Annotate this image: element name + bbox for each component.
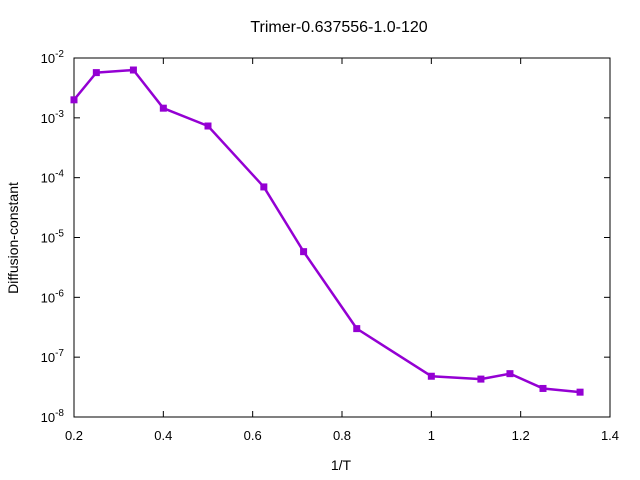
y-tick-label: 10-3 (41, 109, 65, 126)
series-line (73, 68, 581, 394)
data-point (159, 104, 167, 112)
y-tick-label: 10-4 (41, 169, 65, 186)
data-point (506, 370, 514, 378)
y-tick-label: 10-5 (41, 229, 65, 246)
x-tick-label: 0.4 (154, 428, 172, 443)
data-point (92, 69, 100, 77)
data-point (70, 96, 78, 104)
data-point (260, 183, 268, 191)
plot-frame (73, 57, 611, 418)
data-point (539, 384, 547, 392)
x-axis-label: 1/T (331, 457, 352, 473)
x-tick-label: 0.2 (65, 428, 83, 443)
x-tick-label: 1.2 (512, 428, 530, 443)
y-axis-label: Diffusion-constant (5, 182, 21, 294)
x-tick-label: 0.6 (244, 428, 262, 443)
y-tick-label: 10-2 (41, 49, 65, 66)
x-tick-label: 0.8 (333, 428, 351, 443)
data-point (300, 248, 308, 256)
axis-ticks (73, 57, 611, 418)
data-point (353, 325, 361, 333)
x-tick-labels: 0.2 0.4 0.6 0.8 1 1.2 1.4 (65, 428, 619, 443)
data-point (129, 66, 137, 74)
data-point (204, 122, 212, 130)
data-point (576, 388, 584, 396)
series-group (70, 66, 584, 396)
x-tick-label: 1 (428, 428, 435, 443)
data-point (477, 375, 485, 383)
y-tick-labels: 10-8 10-7 10-6 10-5 10-4 10-3 10-2 (41, 49, 65, 425)
x-tick-label: 1.4 (601, 428, 619, 443)
y-tick-label: 10-6 (41, 288, 65, 305)
chart-title: Trimer-0.637556-1.0-120 (250, 19, 427, 36)
y-tick-label: 10-8 (41, 408, 65, 425)
data-point (427, 372, 435, 380)
y-tick-label: 10-7 (41, 348, 65, 365)
